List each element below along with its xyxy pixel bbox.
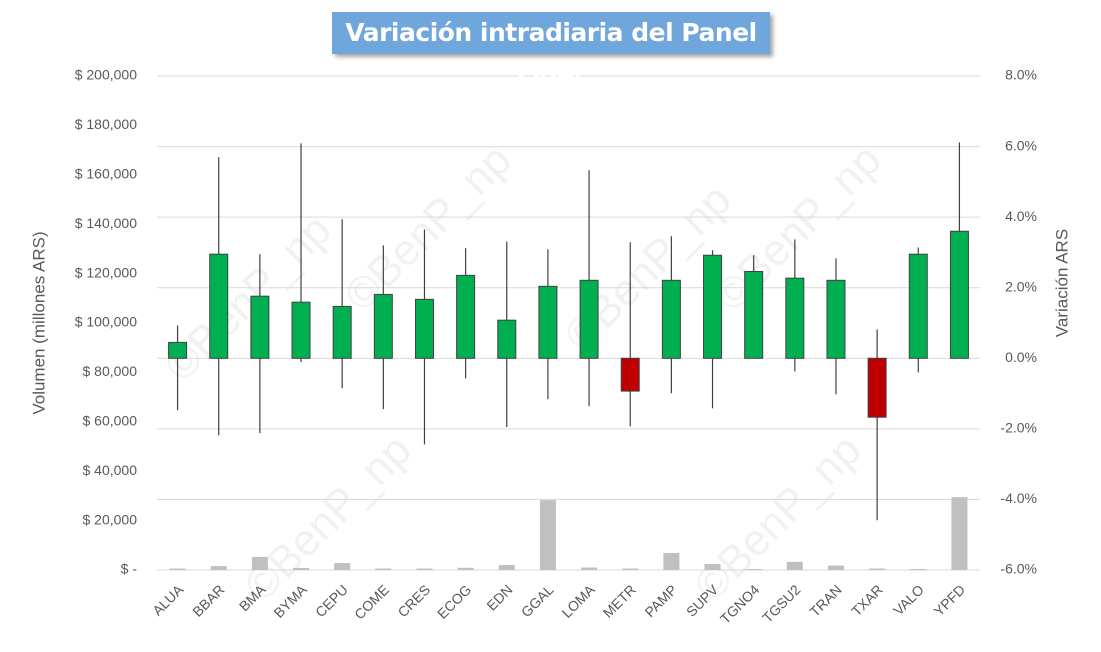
y2-tick-label: -4.0% [1000,490,1037,506]
y-tick-label: $ 60,000 [83,413,138,429]
y2-tick-label: 0.0% [1005,349,1037,365]
volume-bar [539,500,556,570]
volume-bar [375,568,392,570]
candle-body [414,298,434,359]
candle-body [661,279,681,359]
y-tick-label: $ 80,000 [83,363,138,379]
x-tick-label: PAMP [641,581,680,620]
y2-tick-label: 4.0% [1005,208,1037,224]
y-tick-label: $ 20,000 [83,511,138,527]
y-tick-label: $ 140,000 [75,215,137,231]
candle-body [744,270,764,359]
candle-body [949,230,969,359]
x-tick-label: CEPU [312,581,351,620]
y2-tick-label: -2.0% [1000,420,1037,436]
x-tick-label: COME [351,581,392,622]
x-tick-label: BBAR [189,581,227,619]
x-tick-label: METR [600,581,639,620]
candle-body [456,274,476,359]
volume-bar [663,552,680,570]
candle-body [703,254,723,359]
volume-bar [581,567,598,570]
volume-bar [457,567,474,570]
y-tick-label: $ 100,000 [75,314,137,330]
volume-bar [169,568,186,570]
y2-tick-label: 8.0% [1005,67,1037,83]
candle-body [579,279,599,359]
x-tick-label: GGAL [518,581,557,620]
volume-bar [827,565,844,570]
volume-bar [745,569,762,570]
candle-body [168,341,188,359]
volume-bar [210,566,227,570]
candle-body [373,293,393,359]
candle-body [908,253,928,359]
volume-bar [910,569,927,570]
y2-tick-label: -6.0% [1000,561,1037,577]
candle-body [209,253,229,359]
candle-body [538,285,558,359]
x-tick-label: ALUA [149,581,187,619]
volume-bar [951,497,968,570]
volume-bar [251,556,268,570]
candle-body [826,279,846,359]
volume-bar [293,568,310,570]
x-tick-label: TXAR [848,581,886,619]
watermark: ©BenP_np [685,425,871,611]
volume-bar [334,563,351,570]
volume-bar [786,561,803,570]
candle-body [620,357,640,392]
watermark: ©BenP_np [235,425,421,611]
y2-tick-label: 2.0% [1005,278,1037,294]
x-tick-label: EDN [483,581,515,613]
candle-body [867,357,887,418]
y2-tick-label: 6.0% [1005,137,1037,153]
x-tick-label: TRAN [806,581,844,619]
y2-axis-title: Variación ARS [1052,229,1071,337]
x-tick-label: YPFD [930,581,968,619]
x-tick-label: TGSU2 [759,581,803,625]
y-tick-label: $ - [121,561,138,577]
y-tick-label: $ 180,000 [75,116,137,132]
x-tick-label: CRES [394,581,433,620]
candle-body [291,301,311,359]
y-tick-label: $ 120,000 [75,264,137,280]
volume-bar [498,565,515,570]
watermark: ©BenP_np [335,135,521,321]
volume-bar [869,568,886,570]
volume-bar [704,564,721,570]
x-tick-label: VALO [890,581,927,618]
candle-body [250,295,270,359]
candle-body [497,319,517,359]
chart-title: Variación intradiaria del Panel Líder [332,12,770,89]
y-tick-label: $ 40,000 [83,462,138,478]
x-tick-label: ECOG [434,581,474,621]
y-tick-label: $ 200,000 [75,67,137,83]
candle-body [332,305,352,359]
x-tick-label: LOMA [558,581,598,621]
y-tick-label: $ 160,000 [75,166,137,182]
watermark: ©BenP_np [155,205,341,391]
y-axis-title: Volumen (millones ARS) [29,231,48,414]
volume-bar [622,568,639,570]
candle-body [785,277,805,359]
volume-bar [416,568,433,570]
